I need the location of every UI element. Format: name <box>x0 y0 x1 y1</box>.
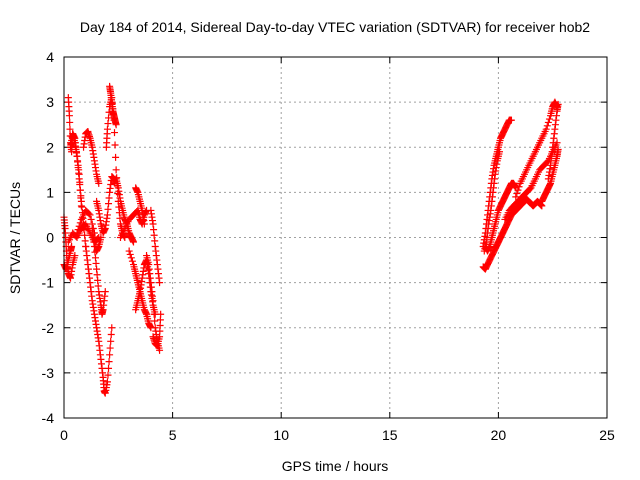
series-arc-26 <box>512 98 561 201</box>
data-point <box>150 310 158 318</box>
y-tick-label: 3 <box>46 94 54 110</box>
data-point <box>87 215 95 223</box>
data-point <box>151 317 159 325</box>
data-point <box>554 100 562 108</box>
series-arc-8 <box>82 243 116 397</box>
data-point <box>126 250 134 258</box>
y-tick-label: -2 <box>42 320 55 336</box>
series-arc-24 <box>479 195 546 273</box>
series-arc-9 <box>88 224 109 318</box>
data-point <box>86 211 94 219</box>
data-point <box>97 234 105 241</box>
y-tick-label: 1 <box>46 184 54 200</box>
data-point <box>542 125 550 133</box>
data-point <box>554 146 562 154</box>
x-tick-label: 25 <box>599 427 615 443</box>
data-point <box>107 331 115 339</box>
series-arc-10 <box>93 173 119 237</box>
data-point <box>149 297 157 305</box>
data-point <box>103 378 111 386</box>
data-point <box>66 118 74 126</box>
series-arc-25 <box>501 139 561 223</box>
data-point <box>156 346 164 354</box>
series-arc-19 <box>147 206 164 287</box>
x-tick-label: 15 <box>382 427 398 443</box>
data-point <box>515 183 523 191</box>
data-point <box>74 226 82 234</box>
data-point <box>128 257 136 265</box>
y-tick-label: -3 <box>42 365 55 381</box>
data-point <box>75 222 83 230</box>
data-point <box>513 190 521 198</box>
data-point <box>130 238 138 246</box>
series-arc-15 <box>132 184 148 228</box>
data-point <box>95 179 103 187</box>
grid <box>64 57 607 418</box>
data-point <box>512 193 520 201</box>
data-point <box>156 279 164 287</box>
data-point <box>495 148 503 156</box>
data-point <box>65 112 73 120</box>
data-point <box>544 118 552 126</box>
data-point <box>105 364 113 372</box>
x-axis-label: GPS time / hours <box>282 458 389 474</box>
data-point <box>545 115 553 123</box>
data-point <box>125 247 133 255</box>
data-point <box>507 116 515 124</box>
chart-title: Day 184 of 2014, Sidereal Day-to-day VTE… <box>80 19 590 35</box>
data-point <box>105 358 113 366</box>
series-arc-28 <box>544 100 562 183</box>
series-arc-7 <box>80 127 103 187</box>
y-tick-label: 0 <box>46 230 54 246</box>
x-tick-label: 0 <box>60 427 68 443</box>
data-point <box>104 371 112 379</box>
data-point <box>110 129 118 137</box>
series-arc-22 <box>480 148 503 255</box>
data-point <box>106 344 114 352</box>
series-arc-20 <box>149 310 165 350</box>
series-arc-12 <box>102 94 129 241</box>
series-arc-6 <box>73 206 105 255</box>
data-point <box>110 116 118 124</box>
x-tick-label: 5 <box>169 427 177 443</box>
data-points <box>60 82 562 397</box>
data-point <box>514 186 522 194</box>
axis-ticks: 0 5 10 15 20 25 -4 -3 -2 -1 0 1 2 3 4 <box>42 49 615 443</box>
data-point <box>68 243 76 251</box>
data-point <box>66 125 74 133</box>
data-point <box>85 210 93 218</box>
y-tick-label: -1 <box>42 275 55 291</box>
y-axis-label: SDTVAR / TECUs <box>7 182 23 294</box>
data-point <box>112 153 120 161</box>
series-arc-2 <box>60 243 76 273</box>
data-point <box>112 121 120 129</box>
data-point <box>140 220 148 228</box>
y-tick-label: 2 <box>46 139 54 155</box>
data-point <box>101 288 109 296</box>
data-point <box>73 229 81 237</box>
data-point <box>107 337 115 345</box>
x-tick-label: 20 <box>491 427 507 443</box>
x-tick-label: 10 <box>273 427 289 443</box>
data-point <box>543 122 551 130</box>
series-arc-23 <box>481 179 520 255</box>
plot-frame <box>63 56 608 419</box>
data-point <box>108 324 116 332</box>
data-point <box>111 141 119 149</box>
y-tick-label: -4 <box>42 410 55 426</box>
data-point <box>106 351 114 359</box>
y-tick-label: 4 <box>46 49 54 65</box>
data-point <box>76 219 84 227</box>
data-point <box>112 166 120 174</box>
data-point <box>157 310 165 318</box>
data-point <box>150 303 158 311</box>
data-point <box>127 254 135 262</box>
